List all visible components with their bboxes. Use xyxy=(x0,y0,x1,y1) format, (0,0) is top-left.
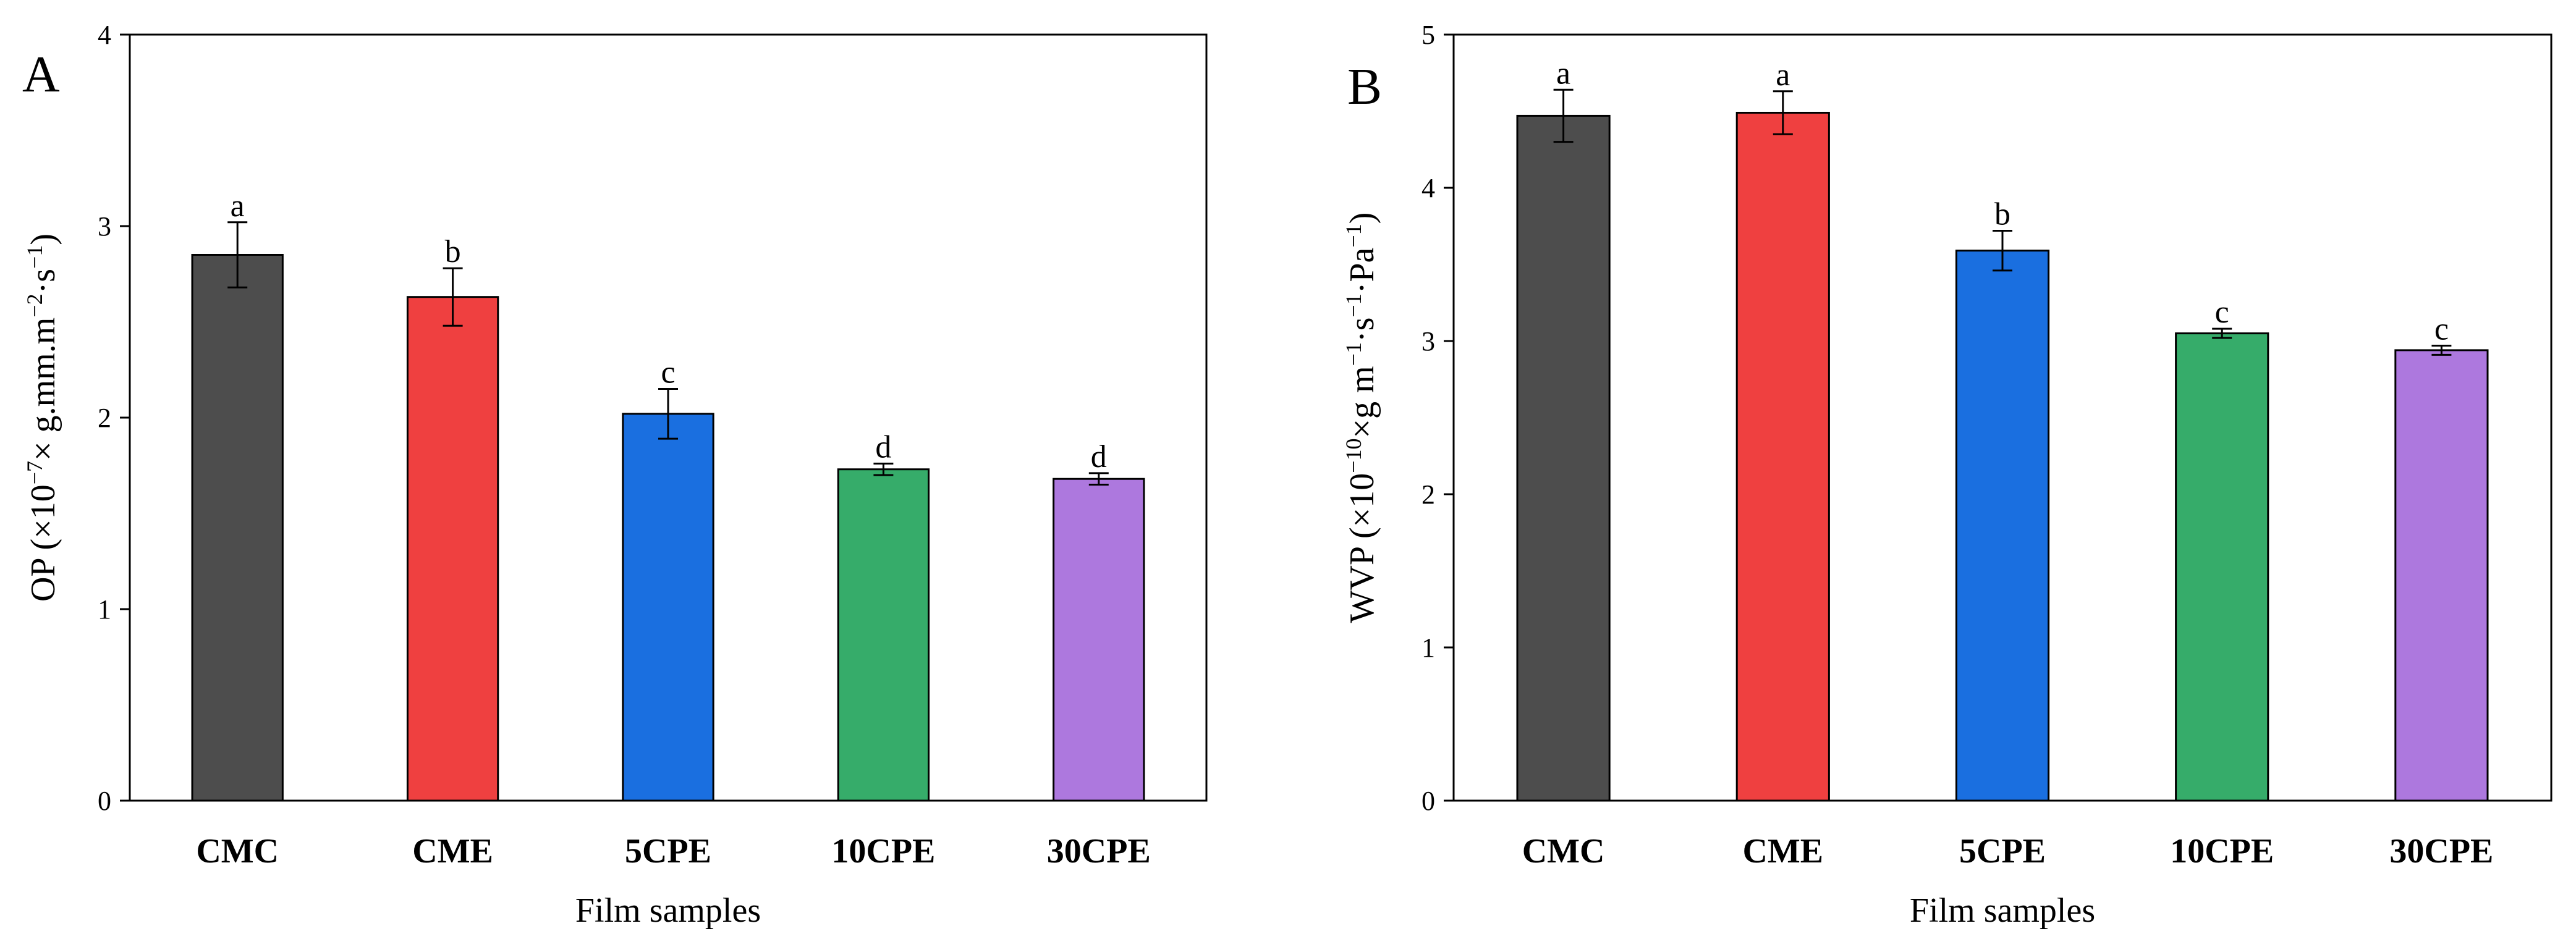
bar-5cpe xyxy=(622,413,714,802)
significance-label: a xyxy=(1556,56,1570,91)
x-tick-label: CMC xyxy=(1522,832,1605,870)
y-tick-label: 3 xyxy=(98,211,111,242)
bar-30cpe xyxy=(2394,349,2489,802)
y-tick-label: 2 xyxy=(98,403,111,433)
bar-cme xyxy=(1735,111,1830,802)
chart-panel-b: 0 1 2 3 4 5 a CMC a CME b 5CPE c 10CPE c 30CPE Film samp… xyxy=(1341,20,2553,930)
y-axis-label: OP (×10−7× g.mm.m−2·s−1) xyxy=(22,234,62,602)
error-bar-cme xyxy=(1773,90,1793,135)
y-tick-label: 5 xyxy=(1421,20,1435,50)
y-tick-label: 4 xyxy=(1421,173,1435,203)
y-tick-label: 2 xyxy=(1421,479,1435,510)
x-tick-label: 10CPE xyxy=(2170,832,2274,870)
x-tick-label: 5CPE xyxy=(625,832,711,870)
significance-label: a xyxy=(231,188,245,224)
x-tick-label: CME xyxy=(412,832,493,870)
bar-cmc xyxy=(191,254,284,802)
significance-label: c xyxy=(661,355,675,390)
chart-panel-a: 0 1 2 3 4 a CMC b CME c 5CPE d 10CPE d 30CPE Film sampl… xyxy=(22,20,1208,930)
y-tick-label: 0 xyxy=(1421,786,1435,816)
error-bar-cme xyxy=(443,267,463,327)
y-tick-label: 4 xyxy=(98,20,111,50)
x-tick-label: CME xyxy=(1742,832,1823,870)
y-tick-label: 1 xyxy=(98,594,111,625)
significance-label: b xyxy=(1994,196,2010,232)
error-bar-10cpe xyxy=(2212,327,2232,339)
panel-label: A xyxy=(22,46,60,103)
x-tick-label: 30CPE xyxy=(2389,832,2493,870)
error-bar-30cpe xyxy=(2431,344,2452,356)
error-bar-30cpe xyxy=(1088,472,1109,486)
bar-cmc xyxy=(1516,114,1611,802)
x-tick-label: CMC xyxy=(196,832,279,870)
bar-5cpe xyxy=(1955,250,2050,802)
y-tick-label: 3 xyxy=(1421,326,1435,356)
x-axis-label: Film samples xyxy=(1910,891,2095,930)
error-bar-10cpe xyxy=(873,462,894,476)
bar-10cpe xyxy=(2175,332,2269,802)
x-tick-label: 5CPE xyxy=(1959,832,2046,870)
bar-30cpe xyxy=(1053,478,1145,802)
bar-10cpe xyxy=(837,468,930,802)
significance-label: b xyxy=(445,234,461,269)
significance-label: c xyxy=(2434,311,2449,347)
x-tick-label: 10CPE xyxy=(831,832,935,870)
error-bar-5cpe xyxy=(1993,229,2012,272)
significance-label: d xyxy=(1091,439,1107,474)
x-tick-label: 30CPE xyxy=(1047,832,1151,870)
panel-label: B xyxy=(1347,58,1382,116)
x-axis-label: Film samples xyxy=(575,891,761,930)
significance-label: d xyxy=(875,429,891,465)
y-axis-label: WVP (×10−10×g m−1·s−1·Pa−1) xyxy=(1341,213,1381,623)
bar-cme xyxy=(406,296,499,802)
error-bar-cmc xyxy=(1553,88,1574,143)
significance-label: a xyxy=(1776,57,1790,93)
y-tick-label: 0 xyxy=(98,786,111,816)
y-tick-label: 1 xyxy=(1421,633,1435,663)
error-bar-cmc xyxy=(227,221,248,289)
error-bar-5cpe xyxy=(658,388,678,440)
significance-label: c xyxy=(2215,295,2229,330)
